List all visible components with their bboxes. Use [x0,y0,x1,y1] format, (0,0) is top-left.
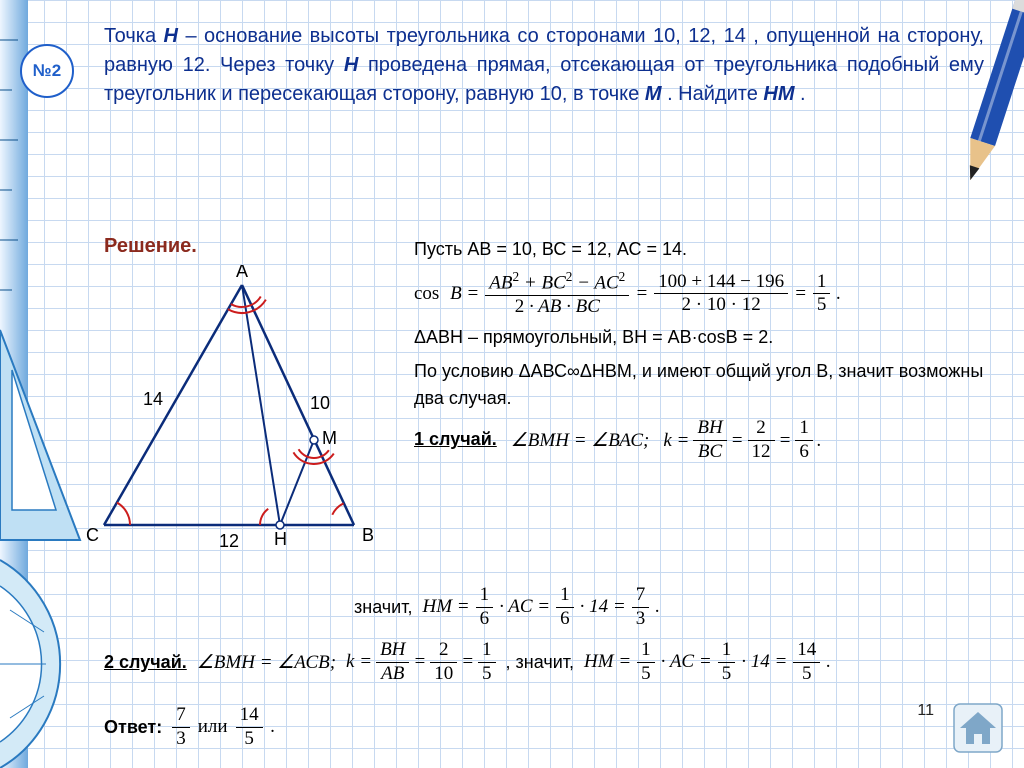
case2-label: 2 случай. [104,652,187,673]
svg-text:10: 10 [310,393,330,413]
answer-row: Ответ: 73 или 145 . [104,705,994,750]
home-button[interactable] [950,700,1006,756]
triangle-diagram: A B C H M 14 10 12 [74,265,394,585]
solution-area: Решение. ABCHM141012 Пусть АВ = 10, ВС =… [104,235,994,756]
case1-angles: ∠ВМН = ∠ВАС; [511,426,650,455]
case2-hence: , значит, [506,652,575,673]
problem-badge: №2 [20,44,74,98]
case1-hence: значит, [354,597,413,618]
case1-row1: 1 случай. ∠ВМН = ∠ВАС; k = BHBC = 212 = … [414,418,1004,463]
case1-label: 1 случай. [414,426,497,454]
cosB-expression: cos B = AB2 + BC2 − AC2 2 · AB · BC = 10… [414,270,1004,318]
case2-row: 2 случай. ∠ВМН = ∠АСВ; k = BHAB = 210 = … [104,640,994,685]
page-number: 11 [917,702,934,720]
svg-text:A: A [236,265,248,281]
condition-line: По условию ΔАВС∞ΔНВМ, и имеют общий угол… [414,358,1004,412]
svg-text:12: 12 [219,531,239,551]
svg-text:C: C [86,525,99,545]
given-line: Пусть АВ = 10, ВС = 12, АС = 14. [414,236,1004,264]
svg-text:14: 14 [143,389,163,409]
answer-label: Ответ: [104,717,162,738]
abh-line: ΔАВН – прямоугольный, ВН = АВ·cosB = 2. [414,324,1004,352]
svg-text:H: H [274,529,287,549]
case1-hm: значит, HM = 16 · AC = 16 · 14 = 73 . [104,585,994,630]
svg-text:M: M [322,428,337,448]
badge-label: №2 [33,61,61,81]
svg-text:B: B [362,525,374,545]
problem-text: Точка Н – основание высоты треугольника … [104,22,984,109]
solution-right-column: Пусть АВ = 10, ВС = 12, АС = 14. cos B =… [414,230,1004,469]
case2-angles: ∠ВМН = ∠АСВ; [197,651,336,674]
